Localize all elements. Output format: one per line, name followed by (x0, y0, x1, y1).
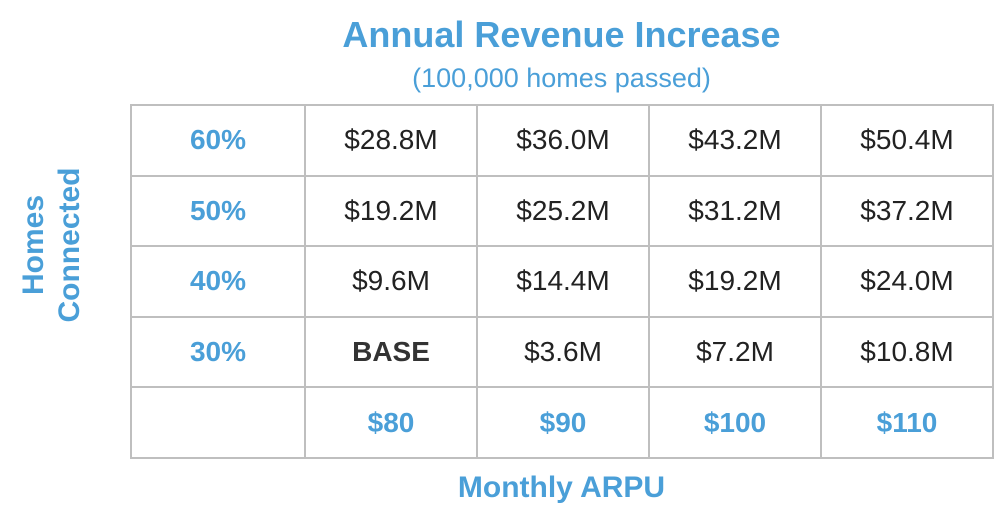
chart-subtitle: (100,000 homes passed) (412, 63, 711, 93)
table-cell: $7.2M (648, 315, 822, 389)
table-row: 30% BASE $3.6M $7.2M $10.8M (130, 315, 994, 389)
table-cell: $43.2M (648, 104, 822, 177)
table-row: 60% $28.8M $36.0M $43.2M $50.4M (130, 104, 994, 177)
revenue-table: 60% $28.8M $36.0M $43.2M $50.4M 50% $19.… (130, 104, 994, 459)
row-header: 60% (130, 104, 306, 177)
base-cell: BASE (304, 315, 478, 389)
column-header-row: $80 $90 $100 $110 (130, 386, 994, 459)
table-cell: $24.0M (820, 245, 994, 318)
row-header: 30% (130, 315, 306, 389)
chart-title: Annual Revenue Increase (342, 14, 781, 55)
column-header: $90 (476, 386, 650, 459)
table-cell: $37.2M (820, 174, 994, 248)
y-axis-label: Homes Connected (16, 167, 88, 322)
row-header: 50% (130, 174, 306, 248)
table-cell: $9.6M (304, 245, 478, 318)
x-axis-label: Monthly ARPU (457, 471, 666, 504)
table-row: 50% $19.2M $25.2M $31.2M $37.2M (130, 174, 994, 248)
table-cell: $3.6M (476, 315, 650, 389)
y-axis-label-line-2: Connected (53, 167, 86, 323)
table-row: 40% $9.6M $14.4M $19.2M $24.0M (130, 245, 994, 318)
column-header: $80 (304, 386, 478, 459)
row-header: 40% (130, 245, 306, 318)
y-axis-label-line-1: Homes (17, 194, 50, 296)
table-cell: $19.2M (648, 245, 822, 318)
table-cell: $25.2M (476, 174, 650, 248)
table-cell: $28.8M (304, 104, 478, 177)
column-header: $100 (648, 386, 822, 459)
table-cell: $19.2M (304, 174, 478, 248)
column-header: $110 (820, 386, 994, 459)
table-cell: $50.4M (820, 104, 994, 177)
table-cell: $31.2M (648, 174, 822, 248)
empty-corner-cell (130, 386, 306, 459)
table-cell: $14.4M (476, 245, 650, 318)
table-cell: $36.0M (476, 104, 650, 177)
table-cell: $10.8M (820, 315, 994, 389)
